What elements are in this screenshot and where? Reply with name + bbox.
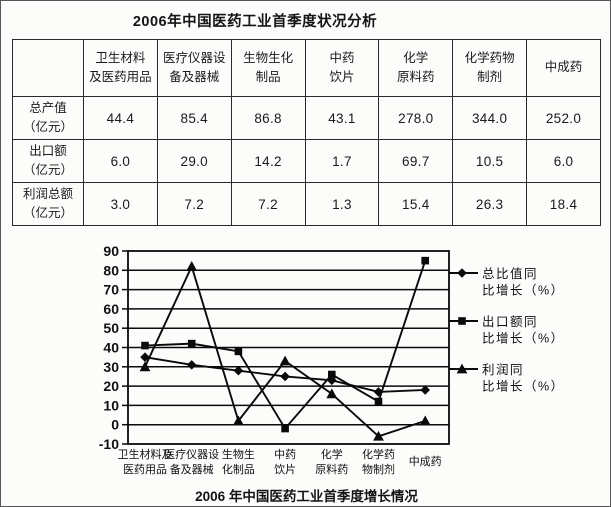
x-axis-category-label: 卫生材料及: [118, 447, 173, 461]
row-label-total-profit: 利润总额 （亿元）: [12, 182, 84, 226]
table-cell: 3.0: [83, 182, 158, 226]
table-row-output-value: 总产值 （亿元） 44.4 85.4 86.8 43.1 278.0 344.0…: [12, 96, 601, 140]
pharma-data-table: 卫生材料 及医药用品 医疗仪器设 备及器械 生物生化 制品 中药 饮片 化学 原…: [12, 39, 601, 226]
table-row-export-value: 出口额 （亿元） 6.0 29.0 14.2 1.7 69.7 10.5 6.0: [12, 139, 601, 183]
legend-item-label: 比增长（%）: [482, 331, 565, 346]
square-marker: [234, 347, 243, 356]
x-axis-category-label: 原料药: [315, 462, 348, 476]
table-cell: 15.4: [378, 182, 454, 226]
x-axis-category-label: 医药用品: [123, 463, 167, 476]
legend-item-label: 比增长（%）: [482, 379, 565, 394]
y-axis-tick-label: 30: [103, 359, 119, 375]
table-cell: 6.0: [83, 139, 158, 183]
square-marker: [328, 370, 336, 379]
x-axis-category-label: 中药: [274, 448, 296, 461]
diamond-marker: [140, 352, 150, 362]
col-header-patent-medicine: 中成药: [526, 39, 601, 97]
table-cell: 6.0: [526, 139, 601, 183]
table-title: 2006年中国医药工业首季度状况分析: [132, 14, 378, 30]
table-cell: 10.5: [452, 139, 528, 183]
table-cell: 278.0: [378, 96, 454, 140]
col-header-herbal-pieces: 中药 饮片: [304, 39, 380, 97]
table-header-row: 卫生材料 及医药用品 医疗仪器设 备及器械 生物生化 制品 中药 饮片 化学 原…: [12, 39, 601, 97]
square-marker: [421, 256, 429, 265]
square-marker: [187, 339, 196, 348]
col-header-medical-instruments: 医疗仪器设 备及器械: [156, 39, 232, 97]
y-axis-tick-label: 20: [103, 378, 119, 394]
x-axis-category-label: 化学药: [362, 447, 395, 461]
table-cell: 44.4: [83, 96, 158, 140]
legend-item-label: 比增长（%）: [482, 283, 565, 298]
y-axis-tick-label: 40: [103, 340, 119, 356]
legend-item-label: 总比值同: [482, 266, 538, 281]
table-cell: 7.2: [156, 182, 232, 226]
x-axis-category-label: 中成药: [409, 455, 442, 468]
col-header-chemical-preparations: 化学药物 制剂: [452, 39, 528, 97]
y-axis-tick-label: 50: [103, 320, 119, 336]
series-line-square: [144, 260, 427, 431]
legend-triangle-marker: [456, 363, 468, 374]
square-marker: [141, 341, 149, 350]
series-line-triangle: [144, 263, 426, 438]
table-cell: 43.1: [304, 96, 380, 140]
diamond-marker: [280, 371, 290, 382]
table-cell: 18.4: [526, 182, 601, 226]
table-cell: 29.0: [156, 139, 232, 183]
table-cell: 1.3: [304, 182, 380, 226]
triangle-marker: [326, 388, 338, 399]
table-row-total-profit: 利润总额 （亿元） 3.0 7.2 7.2 1.3 15.4 26.3 18.4: [12, 182, 601, 226]
diamond-marker: [233, 365, 244, 376]
y-axis-tick-label: 90: [103, 243, 119, 259]
row-label-export-value: 出口额 （亿元）: [12, 139, 84, 183]
table-cell: 7.2: [230, 182, 306, 226]
diamond-marker: [420, 385, 430, 395]
y-axis-tick-label: 10: [103, 397, 119, 413]
chart-caption: 2006 年中国医药工业首季度增长情况: [195, 489, 418, 504]
x-axis-category-label: 物制剂: [362, 462, 395, 476]
table-cell: 69.7: [378, 139, 454, 183]
y-axis-tick-label: -10: [99, 436, 119, 452]
triangle-marker: [419, 415, 431, 426]
x-axis-category-label: 备及器械: [170, 462, 214, 476]
row-label-output-value: 总产值 （亿元）: [12, 96, 84, 140]
table-cell: 85.4: [156, 96, 232, 140]
col-header-chemical-api: 化学 原料药: [378, 39, 454, 97]
triangle-marker: [373, 430, 384, 441]
table-cell: 26.3: [452, 182, 528, 226]
x-axis-category-label: 医疗仪器设: [164, 447, 219, 461]
diamond-marker: [373, 387, 384, 397]
diamond-marker: [186, 360, 197, 370]
x-axis-category-label: 饮片: [274, 463, 296, 476]
table-cell: 1.7: [304, 139, 380, 183]
legend-item-label: 利润同: [482, 363, 524, 377]
table-cell: 86.8: [230, 96, 306, 140]
x-axis-category-label: 生物生: [222, 447, 255, 461]
table-cell: 14.2: [230, 139, 306, 183]
table-cell: 252.0: [526, 96, 601, 140]
x-axis-category-label: 化学: [321, 447, 343, 461]
y-axis-tick-label: 60: [103, 301, 119, 317]
x-axis-category-label: 化制品: [222, 462, 255, 476]
plot-border: [127, 250, 450, 445]
legend-item-label: 出口额同: [482, 315, 538, 329]
triangle-marker: [139, 361, 151, 372]
square-marker: [374, 397, 383, 406]
square-marker: [281, 424, 289, 433]
col-header-sanitary-materials: 卫生材料 及医药用品: [83, 39, 158, 97]
triangle-marker: [279, 355, 291, 366]
y-axis-tick-label: 70: [103, 282, 119, 298]
triangle-marker: [186, 261, 198, 271]
y-axis-tick-label: 0: [111, 417, 119, 433]
legend-diamond-marker: [457, 268, 467, 278]
corner-cell: [12, 39, 84, 97]
y-axis-tick-label: 80: [103, 262, 119, 278]
legend-square-marker: [458, 317, 466, 325]
triangle-marker: [233, 415, 244, 426]
col-header-bio-products: 生物生化 制品: [230, 39, 306, 97]
table-cell: 344.0: [452, 96, 528, 140]
